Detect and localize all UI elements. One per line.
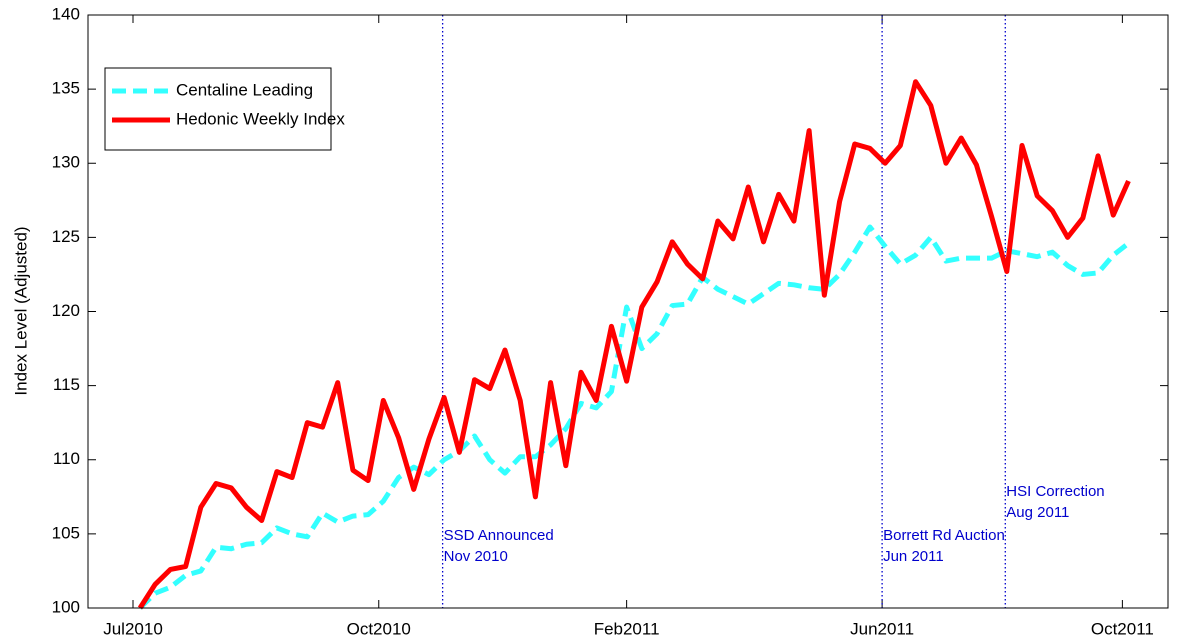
- y-axis-label: Index Level (Adjusted): [11, 226, 30, 395]
- y-tick-label: 140: [52, 4, 80, 23]
- y-tick-label: 135: [52, 79, 80, 98]
- event-label: Borrett Rd Auction: [883, 527, 1005, 544]
- series-line: [138, 224, 1130, 610]
- event-label: Aug 2011: [1006, 504, 1069, 521]
- legend-label: Hedonic Weekly Index: [176, 109, 345, 128]
- axes-box: [87, 14, 1169, 609]
- x-tick-label: Feb2011: [594, 619, 660, 638]
- x-tick-label: Jul2010: [103, 619, 163, 638]
- legend-box: [104, 67, 332, 151]
- x-tick-label: Jun2011: [850, 619, 914, 638]
- x-tick-label: Oct2011: [1091, 619, 1154, 638]
- y-tick-label: 130: [52, 153, 80, 172]
- x-tick-label: Oct2010: [347, 619, 411, 638]
- y-tick-label: 110: [53, 449, 80, 468]
- series-line: [137, 79, 1131, 610]
- y-tick-label: 120: [52, 301, 80, 320]
- event-label: HSI Correction: [1006, 483, 1104, 500]
- event-label: Jun 2011: [883, 548, 944, 565]
- legend-label: Centaline Leading: [176, 80, 313, 99]
- y-tick-label: 100: [52, 597, 80, 616]
- y-tick-label: 125: [52, 227, 80, 246]
- y-tick-label: 105: [52, 523, 80, 542]
- event-label: Nov 2010: [444, 548, 508, 565]
- y-tick-label: 115: [53, 375, 80, 394]
- event-label: SSD Announced: [444, 527, 554, 544]
